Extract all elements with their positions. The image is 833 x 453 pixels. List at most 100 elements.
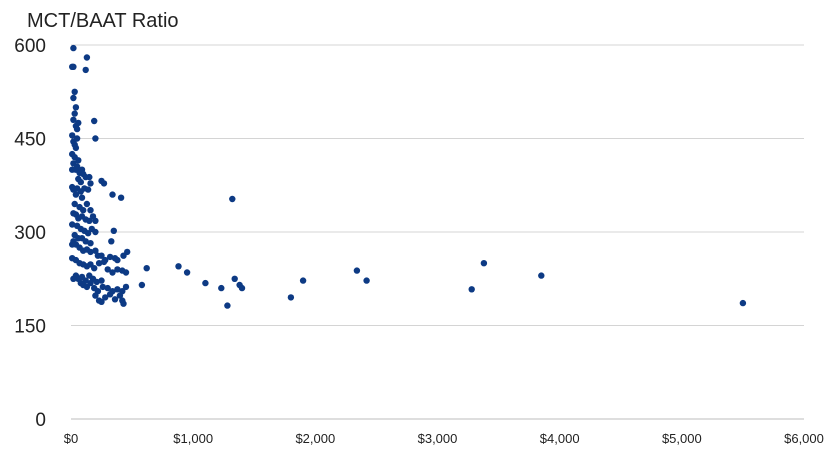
scatter-point — [224, 302, 231, 309]
chart-title: MCT/BAAT Ratio — [27, 10, 179, 32]
scatter-point — [87, 180, 94, 187]
scatter-point — [92, 217, 99, 224]
data-points — [69, 44, 747, 309]
scatter-point — [69, 132, 76, 139]
scatter-point — [238, 284, 246, 292]
scatter-point — [84, 230, 92, 237]
x-tick-label: $2,000 — [295, 431, 335, 446]
scatter-point — [92, 228, 99, 236]
scatter-point — [86, 173, 93, 181]
scatter-point — [538, 272, 545, 279]
y-tick-label: 600 — [14, 36, 46, 57]
scatter-point — [72, 191, 80, 198]
scatter-point — [363, 277, 370, 284]
scatter-point — [102, 294, 109, 301]
scatter-point — [218, 284, 225, 292]
y-tick-label: 450 — [14, 130, 46, 151]
y-axis-tick-labels: 0 150 300 450 600 — [14, 36, 46, 431]
x-axis-tick-labels: $0 $1,000 $2,000 $3,000 $4,000 $5,000 $6,000 — [64, 431, 824, 446]
scatter-point — [143, 265, 150, 272]
scatter-point — [83, 200, 91, 208]
scatter-point — [92, 135, 99, 142]
scatter-point — [93, 278, 100, 286]
x-tick-label: $0 — [64, 431, 78, 446]
x-tick-label: $4,000 — [540, 431, 580, 446]
scatter-point — [98, 252, 105, 259]
scatter-point — [86, 217, 93, 224]
scatter-point — [175, 263, 182, 270]
scatter-point — [73, 125, 81, 133]
scatter-point — [69, 221, 76, 228]
scatter-point — [72, 104, 80, 111]
scatter-point — [99, 283, 107, 291]
scatter-point — [98, 298, 105, 305]
scatter-point — [82, 238, 89, 245]
scatter-point — [229, 195, 236, 203]
scatter-point — [110, 227, 118, 234]
scatter-point — [202, 279, 209, 287]
x-tick-label: $3,000 — [418, 431, 458, 446]
scatter-point — [100, 180, 108, 187]
scatter-point — [183, 269, 191, 276]
scatter-point — [122, 269, 130, 276]
scatter-point — [69, 241, 76, 248]
y-tick-label: 0 — [35, 410, 46, 431]
scatter-point — [109, 269, 116, 276]
scatter-point — [104, 284, 111, 292]
y-tick-label: 300 — [14, 223, 46, 244]
scatter-point — [117, 194, 125, 201]
scatter-point — [138, 281, 146, 289]
scatter-point — [70, 63, 77, 70]
scatter-point — [299, 277, 307, 284]
scatter-point — [95, 260, 103, 267]
scatter-point — [91, 265, 98, 272]
scatter-point — [98, 277, 105, 284]
scatter-point — [100, 258, 108, 266]
scatter-point — [80, 207, 87, 214]
scatter-point — [70, 275, 77, 282]
scatter-point — [75, 119, 82, 127]
scatter-point — [82, 66, 89, 74]
scatter-point — [120, 300, 127, 307]
scatter-point — [287, 294, 295, 301]
x-tick-label: $1,000 — [173, 431, 213, 446]
scatter-point — [70, 44, 77, 52]
scatter-point — [116, 292, 124, 299]
scatter-point — [78, 194, 86, 201]
scatter-point — [353, 267, 361, 274]
scatter-point — [114, 256, 121, 264]
scatter-point — [70, 116, 77, 124]
scatter-point — [84, 186, 92, 193]
scatter-point — [106, 291, 114, 298]
scatter-point — [104, 266, 111, 273]
scatter-point — [77, 178, 85, 186]
y-tick-label: 150 — [14, 317, 46, 338]
scatter-point — [231, 275, 238, 282]
x-tick-label: $5,000 — [662, 431, 702, 446]
scatter-point — [109, 191, 116, 198]
scatter-point — [71, 110, 78, 117]
scatter-point — [92, 292, 99, 299]
scatter-point — [87, 279, 94, 287]
scatter-point — [92, 247, 99, 254]
scatter-point — [480, 260, 488, 267]
scatter-point — [739, 299, 747, 307]
scatter-point — [87, 248, 94, 256]
scatter-point — [75, 157, 82, 164]
gridlines — [71, 44, 804, 420]
scatter-point — [70, 94, 77, 102]
scatter-point — [87, 240, 94, 247]
scatter-point — [108, 238, 115, 245]
scatter-point — [87, 207, 94, 214]
scatter-point — [122, 283, 130, 291]
scatter-point — [468, 286, 475, 293]
scatter-point — [83, 54, 91, 61]
scatter-point — [72, 144, 80, 152]
scatter-point — [114, 286, 121, 293]
scatter-point — [114, 266, 121, 273]
x-tick-label: $6,000 — [784, 431, 824, 446]
scatter-point — [124, 248, 131, 256]
scatter-point — [111, 296, 119, 303]
scatter-point — [106, 253, 114, 261]
